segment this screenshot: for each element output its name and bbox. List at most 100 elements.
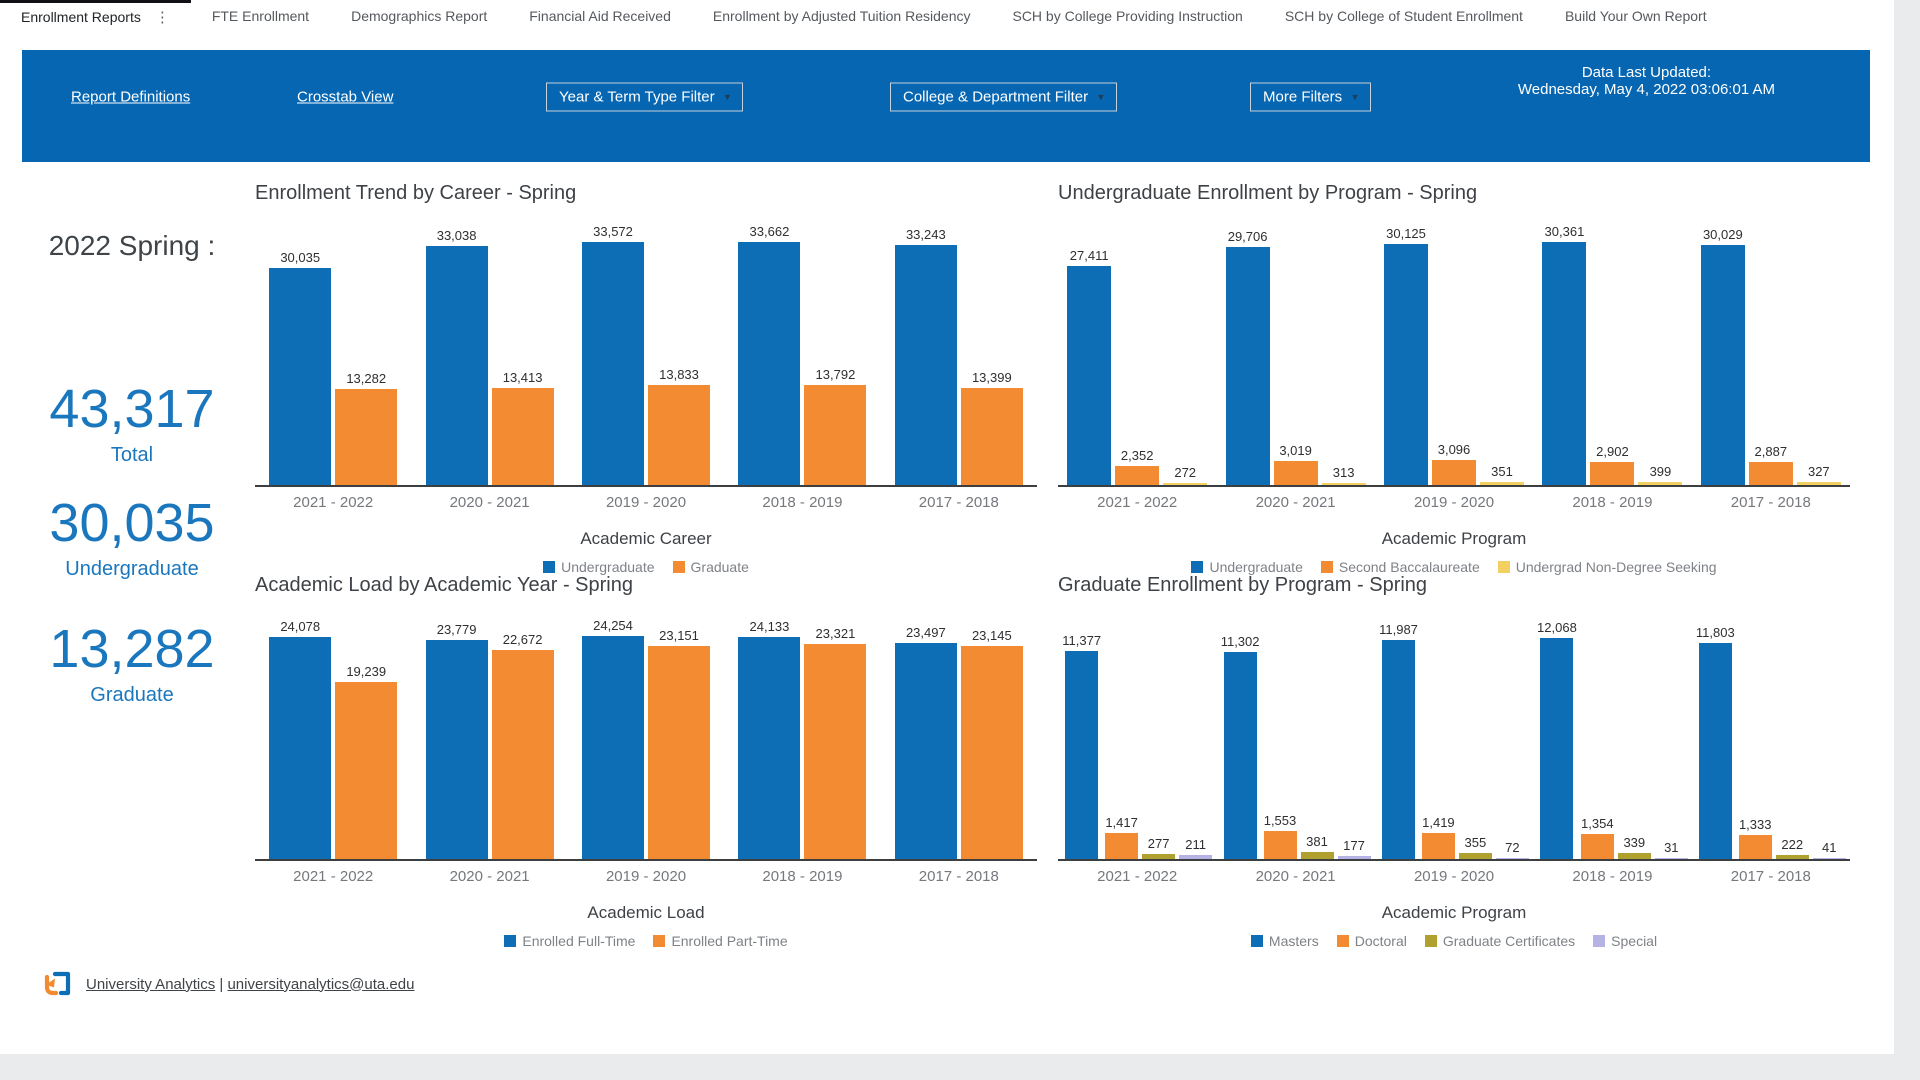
bar-masters[interactable]: [1223, 652, 1257, 859]
legend-item-graduate[interactable]: Graduate: [672, 559, 749, 575]
legend-item-second-baccalaureate[interactable]: Second Baccalaureate: [1320, 559, 1480, 575]
bar-graduate[interactable]: [491, 387, 554, 485]
bar-enrolled-part-time[interactable]: [335, 681, 398, 859]
bar-slot: 24,133: [738, 607, 801, 859]
bar-doctoral[interactable]: [1263, 830, 1297, 859]
bar-value-label: 3,019: [1279, 442, 1312, 458]
bar-enrolled-part-time[interactable]: [960, 646, 1023, 859]
bar-graduate-certificates[interactable]: [1458, 852, 1492, 859]
bar-masters[interactable]: [1382, 639, 1415, 859]
university-analytics-link[interactable]: University Analytics: [86, 975, 216, 993]
bar-enrolled-part-time[interactable]: [491, 650, 554, 859]
bar-enrolled-full-time[interactable]: [582, 635, 645, 859]
legend-item-enrolled-full-time[interactable]: Enrolled Full-Time: [504, 933, 635, 949]
bar-special[interactable]: [1495, 857, 1529, 859]
bar-undergraduate[interactable]: [894, 244, 957, 485]
category-label: 2018 - 2019: [762, 868, 843, 885]
tab-menu-icon[interactable]: ⋮: [154, 9, 170, 26]
bar-undergraduate[interactable]: [1384, 244, 1429, 485]
tab-sch-by-college-providing-instruction[interactable]: SCH by College Providing Instruction: [991, 0, 1263, 31]
legend-item-enrolled-part-time[interactable]: Enrolled Part-Time: [653, 933, 788, 949]
bar-undergraduate[interactable]: [1067, 265, 1112, 485]
bar-special[interactable]: [1654, 857, 1688, 859]
bar-undergrad-non-degree-seeking[interactable]: [1163, 482, 1208, 485]
bar-undergraduate[interactable]: [269, 267, 332, 485]
legend-item-doctoral[interactable]: Doctoral: [1336, 933, 1407, 949]
bar-undergrad-non-degree-seeking[interactable]: [1321, 482, 1366, 485]
bar-special[interactable]: [1812, 857, 1846, 859]
legend-swatch-icon: [653, 935, 666, 947]
bar-graduate-certificates[interactable]: [1775, 854, 1809, 859]
bar-doctoral[interactable]: [1421, 833, 1455, 859]
legend-item-undergrad-non-degree-seeking[interactable]: Undergrad Non-Degree Seeking: [1497, 559, 1717, 575]
bar-graduate-certificates[interactable]: [1300, 852, 1334, 859]
tab-build-your-own-report[interactable]: Build Your Own Report: [1544, 0, 1728, 31]
bar-masters[interactable]: [1698, 643, 1732, 859]
bar-enrolled-full-time[interactable]: [425, 640, 488, 859]
bar-undergraduate[interactable]: [1542, 242, 1587, 485]
tab-enrollment-by-adjusted-tuition-residency[interactable]: Enrollment by Adjusted Tuition Residency: [692, 0, 992, 31]
legend-item-masters[interactable]: Masters: [1250, 933, 1319, 949]
tab-demographics-report[interactable]: Demographics Report: [330, 0, 508, 31]
bar-graduate[interactable]: [335, 388, 398, 485]
bar-undergraduate[interactable]: [1700, 244, 1745, 485]
bar-second-baccalaureate[interactable]: [1748, 461, 1793, 485]
bar-undergrad-non-degree-seeking[interactable]: [1638, 481, 1683, 485]
bar-value-label: 13,413: [502, 369, 543, 385]
crosstab-view-link[interactable]: Crosstab View: [297, 88, 394, 106]
legend-label: Masters: [1268, 933, 1319, 949]
tab-financial-aid-received[interactable]: Financial Aid Received: [508, 0, 692, 31]
bar-second-baccalaureate[interactable]: [1432, 460, 1477, 485]
bar-graduate[interactable]: [960, 388, 1023, 485]
email-link[interactable]: universityanalytics@uta.edu: [227, 975, 415, 993]
kpi-graduate-value: 13,282: [49, 619, 215, 679]
legend-swatch-icon: [672, 561, 685, 573]
bar-slot: 2,887: [1748, 215, 1793, 485]
bar-masters[interactable]: [1065, 651, 1099, 859]
bar-masters[interactable]: [1540, 638, 1574, 859]
bar-doctoral[interactable]: [1580, 834, 1614, 859]
tab-enrollment-reports[interactable]: Enrollment Reports ⋮: [0, 0, 191, 31]
category-label: 2018 - 2019: [762, 494, 843, 511]
legend-item-graduate-certificates[interactable]: Graduate Certificates: [1424, 933, 1575, 949]
bar-undergraduate[interactable]: [582, 242, 645, 485]
bar-enrolled-full-time[interactable]: [269, 637, 332, 859]
bar-undergrad-non-degree-seeking[interactable]: [1796, 482, 1841, 485]
bar-enrolled-part-time[interactable]: [648, 645, 711, 859]
bar-slot: 33,038: [425, 215, 488, 485]
bar-graduate-certificates[interactable]: [1142, 853, 1176, 859]
bar-second-baccalaureate[interactable]: [1273, 460, 1318, 485]
bar-graduate[interactable]: [804, 385, 867, 485]
bar-enrolled-part-time[interactable]: [804, 644, 867, 859]
bar-value-label: 23,151: [659, 627, 699, 643]
bar-undergraduate[interactable]: [1225, 247, 1270, 485]
more-filters-button[interactable]: More Filters ▾: [1250, 82, 1371, 112]
bar-second-baccalaureate[interactable]: [1115, 466, 1160, 485]
bar-graduate[interactable]: [648, 384, 711, 485]
college-department-filter-button[interactable]: College & Department Filter ▾: [890, 82, 1117, 112]
category-label: 2019 - 2020: [605, 494, 687, 511]
legend-item-undergraduate[interactable]: Undergraduate: [543, 559, 655, 575]
tab-sch-by-college-of-student-enrollment[interactable]: SCH by College of Student Enrollment: [1264, 0, 1544, 31]
legend-item-undergraduate[interactable]: Undergraduate: [1191, 559, 1303, 575]
legend-item-special[interactable]: Special: [1593, 933, 1657, 949]
bar-enrolled-full-time[interactable]: [894, 642, 957, 859]
bar-undergraduate[interactable]: [738, 241, 801, 485]
bar-special[interactable]: [1337, 855, 1371, 859]
kpi-undergraduate-label: Undergraduate: [65, 558, 199, 580]
bar-special[interactable]: [1179, 855, 1213, 859]
bar-doctoral[interactable]: [1105, 833, 1139, 859]
bar-undergrad-non-degree-seeking[interactable]: [1480, 482, 1525, 485]
bar-slot: 222: [1775, 607, 1809, 859]
bar-second-baccalaureate[interactable]: [1590, 461, 1635, 485]
bar-enrolled-full-time[interactable]: [738, 636, 801, 859]
bar-graduate-certificates[interactable]: [1617, 852, 1651, 859]
tab-fte-enrollment[interactable]: FTE Enrollment: [191, 0, 330, 31]
bar-undergraduate[interactable]: [425, 246, 488, 485]
bar-group-2020-2021: 29,706 3,019 313: [1216, 215, 1374, 485]
tab-label: FTE Enrollment: [211, 7, 310, 24]
bar-doctoral[interactable]: [1738, 834, 1772, 859]
year-term-type-filter-button[interactable]: Year & Term Type Filter ▾: [546, 82, 744, 112]
report-definitions-link[interactable]: Report Definitions: [71, 88, 191, 106]
bar-slot: 211: [1179, 607, 1213, 859]
